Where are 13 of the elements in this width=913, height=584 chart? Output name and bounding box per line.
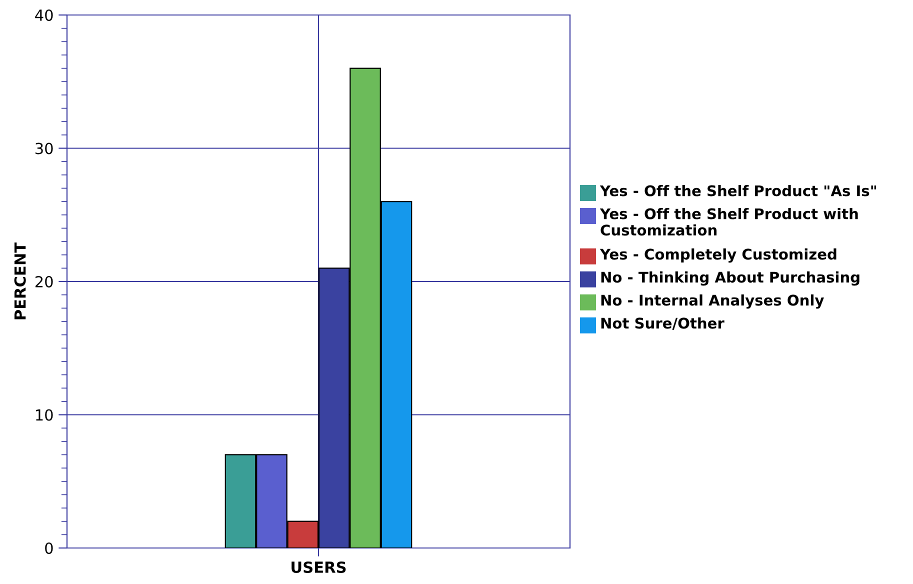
y-tick-label: 20 <box>35 276 53 288</box>
y-tick-label: 0 <box>45 542 53 554</box>
legend-label: Yes - Off the Shelf Product with Customization <box>600 208 858 236</box>
legend-label: No - Thinking About Purchasing <box>601 271 860 286</box>
y-tick-label: 10 <box>36 409 53 421</box>
y-axis-title: PERCENT <box>14 242 26 320</box>
legend-label: No - Internal Analyses Only <box>601 294 824 309</box>
x-tick-label: USERS <box>292 561 346 574</box>
legend-label: Not Sure/Other <box>601 317 724 330</box>
y-tick-label: 30 <box>36 142 53 154</box>
y-tick-label: 40 <box>35 9 53 22</box>
legend-label: Yes - Completely Customized <box>600 248 836 263</box>
legend-label: Yes - Off the Shelf Product "As Is" <box>600 185 876 196</box>
